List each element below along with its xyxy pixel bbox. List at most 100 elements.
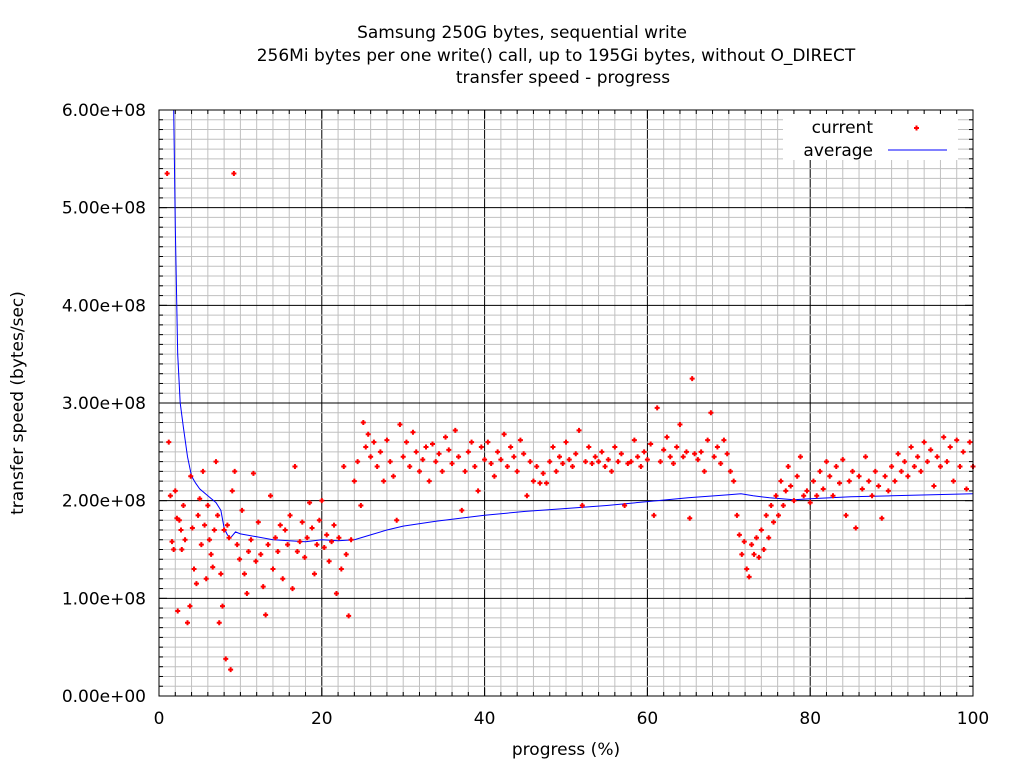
data-point	[749, 542, 755, 548]
data-point	[967, 439, 973, 445]
data-point	[680, 454, 686, 460]
data-point	[638, 463, 644, 469]
data-point	[817, 468, 823, 474]
data-point	[692, 451, 698, 457]
data-point	[205, 503, 211, 509]
data-point	[775, 512, 781, 518]
data-point	[618, 451, 624, 457]
data-point	[771, 519, 777, 525]
data-point	[514, 468, 520, 474]
data-point	[654, 405, 660, 411]
data-point	[524, 493, 530, 499]
data-point	[517, 437, 523, 443]
data-point	[596, 459, 602, 465]
data-point	[292, 463, 298, 469]
data-point	[736, 532, 742, 538]
data-point	[326, 558, 332, 564]
data-point	[200, 468, 206, 474]
data-point	[950, 478, 956, 484]
data-point	[226, 535, 232, 541]
data-point	[423, 444, 429, 450]
data-point	[260, 584, 266, 590]
data-point	[911, 463, 917, 469]
data-point	[763, 512, 769, 518]
data-point	[371, 439, 377, 445]
data-point	[439, 468, 445, 474]
data-point	[576, 427, 582, 433]
title-line-2: 256Mi bytes per one write() call, up to …	[257, 46, 856, 66]
data-point	[807, 500, 813, 506]
data-point	[229, 488, 235, 494]
data-point	[859, 486, 865, 492]
data-point	[641, 449, 647, 455]
data-point	[343, 551, 349, 557]
data-point	[270, 566, 276, 572]
data-point	[223, 656, 229, 662]
data-point	[182, 537, 188, 543]
data-point	[294, 548, 300, 554]
data-point	[905, 473, 911, 479]
data-point	[208, 551, 214, 557]
x-tick-label: 100	[957, 709, 989, 729]
data-point	[918, 468, 924, 474]
data-point	[963, 486, 969, 492]
data-point	[801, 493, 807, 499]
y-tick-label: 6.00e+08	[62, 101, 146, 121]
data-point	[381, 478, 387, 484]
data-point	[804, 488, 810, 494]
data-point	[311, 571, 317, 577]
data-point	[172, 488, 178, 494]
data-point	[407, 463, 413, 469]
data-point	[346, 613, 352, 619]
data-point	[753, 535, 759, 541]
data-point	[837, 480, 843, 486]
data-point	[537, 480, 543, 486]
data-point	[530, 478, 536, 484]
average-series	[173, 109, 974, 543]
data-point	[957, 463, 963, 469]
data-point	[791, 498, 797, 504]
data-point	[657, 459, 663, 465]
data-point	[228, 667, 234, 673]
data-point	[319, 498, 325, 504]
data-point	[934, 454, 940, 460]
data-point	[711, 454, 717, 460]
data-point	[687, 515, 693, 521]
data-point	[820, 486, 826, 492]
data-point	[615, 459, 621, 465]
data-point	[187, 603, 193, 609]
legend-label-average: average	[803, 141, 873, 161]
data-point	[215, 512, 221, 518]
data-point	[363, 444, 369, 450]
data-point	[527, 459, 533, 465]
data-point	[830, 493, 836, 499]
y-tick-label: 1.00e+08	[62, 589, 146, 609]
data-point	[224, 522, 230, 528]
data-point	[931, 483, 937, 489]
data-point	[426, 478, 432, 484]
data-point	[472, 463, 478, 469]
data-point	[297, 539, 303, 545]
data-point	[469, 439, 475, 445]
data-point	[321, 545, 327, 551]
data-point	[338, 566, 344, 572]
data-point	[947, 444, 953, 450]
data-point	[495, 449, 501, 455]
grid	[158, 109, 974, 697]
axis-ticks	[158, 109, 974, 697]
data-point	[797, 454, 803, 460]
data-point	[751, 551, 757, 557]
data-point	[348, 537, 354, 543]
data-point	[727, 468, 733, 474]
data-point	[785, 463, 791, 469]
data-point	[195, 512, 201, 518]
data-point	[250, 470, 256, 476]
data-point	[258, 551, 264, 557]
data-point	[465, 449, 471, 455]
data-point	[355, 459, 361, 465]
data-point	[176, 517, 182, 523]
data-point	[695, 457, 701, 463]
data-point	[280, 576, 286, 582]
data-point	[761, 547, 767, 552]
x-tick-labels: 0 20 40 60 80 100	[154, 709, 990, 729]
